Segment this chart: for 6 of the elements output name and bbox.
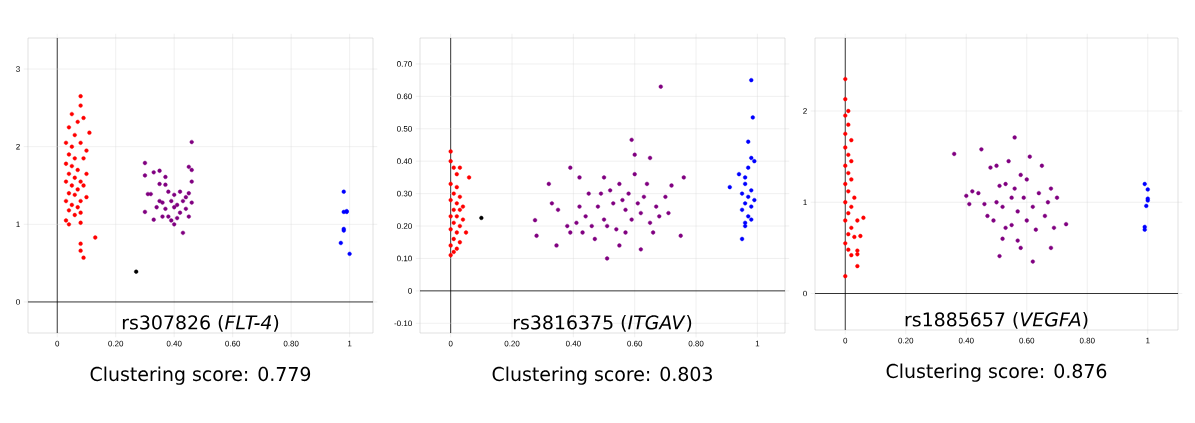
text: rs1885657 (VEGFA) <box>905 311 1088 329</box>
text: Clustering score: 0.876 <box>886 363 1107 382</box>
text: rs307826 (FLT-4) <box>122 314 279 332</box>
text: rs3816375 (ITGAV) <box>513 314 692 332</box>
text: Clustering score: 0.779 <box>90 366 311 385</box>
text: Clustering score: 0.803 <box>492 366 712 385</box>
